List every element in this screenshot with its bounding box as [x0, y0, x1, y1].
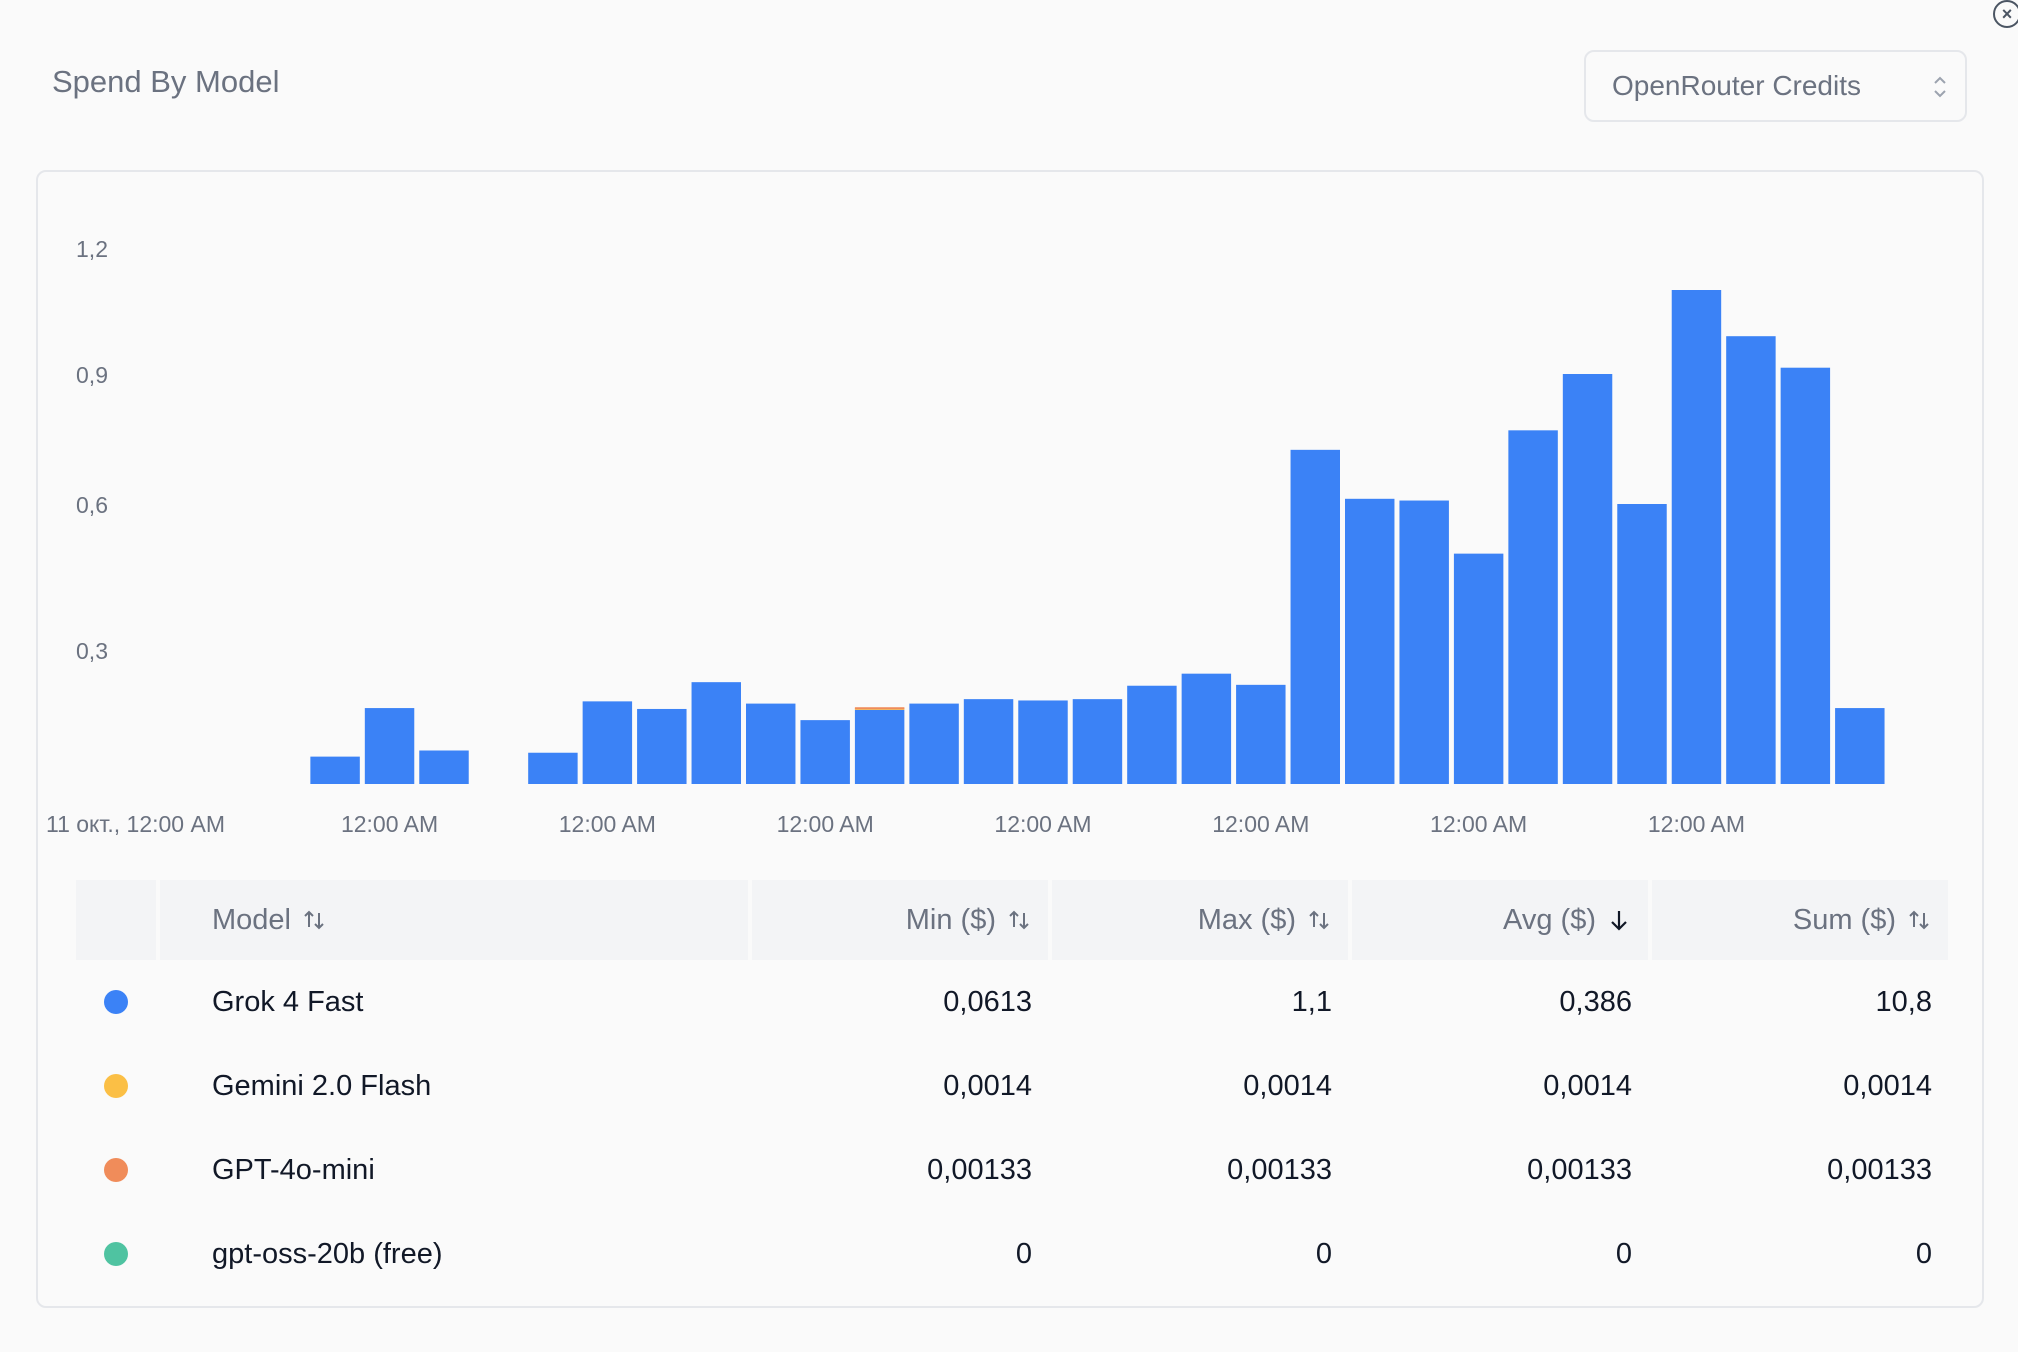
bar[interactable]	[1726, 336, 1776, 784]
min-value: 0,0613	[943, 985, 1032, 1018]
bar[interactable]	[800, 720, 850, 784]
column-header-sum-label: Sum ($)	[1792, 903, 1896, 936]
bar[interactable]	[1345, 498, 1395, 784]
column-header-model[interactable]: Model	[212, 880, 327, 960]
x-tick-label: 12:00 AM	[1430, 811, 1527, 837]
max-value: 0	[1315, 1237, 1332, 1270]
bar[interactable]	[1181, 673, 1232, 784]
bar[interactable]	[1835, 708, 1885, 784]
max-value: 1,1	[1291, 985, 1332, 1018]
max-value: 0,0014	[1243, 1069, 1332, 1102]
x-tick-label: 12:00 AM	[994, 811, 1091, 837]
table-header: Model Min ($) Max ($)	[76, 880, 1948, 960]
bar[interactable]	[1617, 504, 1667, 784]
column-header-avg[interactable]: Avg ($)	[1352, 880, 1632, 960]
column-header-min-label: Min ($)	[905, 903, 996, 936]
bar[interactable]	[1127, 685, 1177, 784]
bar[interactable]	[1290, 449, 1340, 784]
chevron-up-down-icon	[1934, 76, 1946, 98]
bar[interactable]	[419, 750, 469, 785]
credits-select-value: OpenRouter Credits	[1612, 70, 1862, 101]
bar[interactable]	[1399, 500, 1449, 784]
sort-icon	[304, 910, 324, 930]
y-tick-label: 0,6	[76, 492, 108, 518]
sort-icon	[1909, 910, 1929, 930]
bar[interactable]	[746, 703, 796, 784]
bar[interactable]	[1780, 367, 1831, 784]
table-row[interactable]: Grok 4 Fast 0,0613 1,1 0,386 10,8	[76, 960, 1948, 1044]
chart-card: 1,2 0,9 0,6 0,3 11 окт., 12:00 AM 12:00 AM 12:…	[36, 170, 1984, 1308]
sort-icon	[1009, 910, 1029, 930]
series-color-dot	[104, 1242, 128, 1266]
y-tick-label: 1,2	[76, 236, 108, 262]
bar[interactable]	[528, 752, 578, 784]
bar[interactable]	[1562, 374, 1613, 784]
sum-value: 0,0014	[1843, 1069, 1932, 1102]
column-header-sum[interactable]: Sum ($)	[1652, 880, 1932, 960]
bar[interactable]	[963, 699, 1014, 784]
x-tick-label: 12:00 AM	[1648, 811, 1745, 837]
bar[interactable]	[854, 707, 905, 710]
spend-table: Model Min ($) Max ($)	[76, 880, 1948, 1296]
avg-value: 0,0014	[1543, 1069, 1632, 1102]
model-name: Grok 4 Fast	[212, 985, 364, 1018]
sum-value: 10,8	[1875, 985, 1932, 1018]
x-tick-label: 12:00 AM	[341, 811, 438, 837]
spend-bar-chart: 1,2 0,9 0,6 0,3 11 окт., 12:00 AM 12:00 AM 12:…	[46, 236, 1885, 837]
x-tick-label: 12:00 AM	[559, 811, 656, 837]
bar[interactable]	[1508, 430, 1558, 784]
sum-value: 0	[1915, 1237, 1932, 1270]
max-value: 0,00133	[1227, 1153, 1332, 1186]
sort-icon	[1309, 910, 1329, 930]
min-value: 0,00133	[927, 1153, 1032, 1186]
avg-value: 0	[1615, 1237, 1632, 1270]
series-color-dot	[104, 990, 128, 1014]
y-tick-label: 0,3	[76, 638, 108, 664]
bar[interactable]	[310, 756, 360, 784]
column-header-avg-label: Avg ($)	[1503, 903, 1596, 936]
sum-value: 0,00133	[1827, 1153, 1932, 1186]
column-header-min[interactable]: Min ($)	[752, 880, 1032, 960]
credits-select[interactable]: OpenRouter Credits	[1584, 50, 1967, 122]
column-header-model-label: Model	[212, 903, 291, 936]
bar[interactable]	[637, 708, 687, 784]
bar[interactable]	[364, 708, 415, 784]
arrow-down-icon	[1611, 911, 1627, 931]
close-icon[interactable]: ×	[1993, 0, 2018, 28]
avg-value: 0,386	[1559, 985, 1632, 1018]
bar[interactable]	[854, 709, 905, 784]
bar[interactable]	[1236, 684, 1286, 784]
table-row[interactable]: GPT-4o-mini 0,00133 0,00133 0,00133 0,00…	[76, 1128, 1948, 1212]
page-title: Spend By Model	[52, 64, 280, 99]
x-tick-label: 12:00 AM	[1212, 811, 1309, 837]
model-name: gpt-oss-20b (free)	[212, 1237, 443, 1270]
x-tick-label: 11 окт., 12:00 AM	[46, 811, 225, 837]
bar[interactable]	[582, 701, 633, 784]
bar[interactable]	[909, 703, 959, 784]
min-value: 0	[1015, 1237, 1032, 1270]
y-tick-label: 0,9	[76, 362, 108, 388]
bar[interactable]	[1018, 700, 1068, 784]
column-header-max-label: Max ($)	[1197, 903, 1296, 936]
column-header-max[interactable]: Max ($)	[1052, 880, 1332, 960]
series-color-dot	[104, 1074, 128, 1098]
bar[interactable]	[1453, 553, 1504, 784]
model-name: Gemini 2.0 Flash	[212, 1069, 432, 1102]
table-row[interactable]: gpt-oss-20b (free) 0 0 0 0	[76, 1212, 1948, 1296]
bar[interactable]	[1072, 699, 1123, 784]
bar[interactable]	[691, 682, 741, 784]
model-name: GPT-4o-mini	[212, 1153, 375, 1186]
avg-value: 0,00133	[1527, 1153, 1632, 1186]
series-color-dot	[104, 1158, 128, 1182]
bar[interactable]	[1671, 290, 1722, 784]
table-row[interactable]: Gemini 2.0 Flash 0,0014 0,0014 0,0014 0,…	[76, 1044, 1948, 1128]
min-value: 0,0014	[943, 1069, 1032, 1102]
x-tick-label: 12:00 AM	[777, 811, 874, 837]
